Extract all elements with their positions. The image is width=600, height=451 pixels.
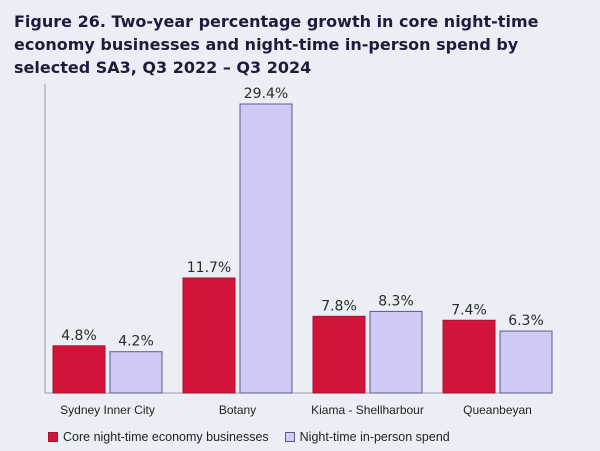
- bar-night-time-in-person-spend-botany: [239, 103, 293, 394]
- bar-core-night-time-economy-businesses-kiama-shellharbour: [312, 315, 366, 394]
- legend: Core night-time economy businesses Night…: [48, 429, 450, 445]
- legend-swatch-in-person-spend: [284, 432, 295, 442]
- bars-group: [52, 103, 553, 394]
- value-label-night-time-in-person-spend-queanbeyan: 6.3%: [508, 313, 544, 329]
- bar-night-time-in-person-spend-sydney-inner-city: [109, 351, 163, 394]
- value-label-night-time-in-person-spend-kiama-shellharbour: 8.3%: [378, 293, 414, 309]
- legend-item-in-person-spend: Night-time in-person spend: [284, 430, 450, 444]
- value-label-core-night-time-economy-businesses-botany: 11.7%: [187, 260, 231, 276]
- legend-label-core-businesses: Core night-time economy businesses: [63, 430, 269, 444]
- bar-night-time-in-person-spend-queanbeyan: [499, 330, 553, 394]
- chart-title: Figure 26. Two-year percentage growth in…: [14, 12, 539, 77]
- value-labels-group: 4.8% 4.2% 11.7% 29.4% 7.8% 8.3% 7.4% 6.3%: [61, 86, 544, 350]
- legend-label-in-person-spend: Night-time in-person spend: [299, 430, 450, 444]
- bar-core-night-time-economy-businesses-sydney-inner-city: [52, 345, 106, 394]
- legend-item-core-businesses: Core night-time economy businesses: [48, 430, 269, 444]
- bar-core-night-time-economy-businesses-queanbeyan: [442, 319, 496, 394]
- value-label-night-time-in-person-spend-botany: 29.4%: [244, 86, 288, 102]
- tick-labels-group: Sydney Inner City Botany Kiama - Shellharb…: [60, 403, 532, 417]
- bar-core-night-time-economy-businesses-botany: [182, 277, 236, 394]
- x-tick-label-kiama-shellharbour: Kiama - Shellharbour: [311, 403, 424, 417]
- value-label-core-night-time-economy-businesses-queanbeyan: 7.4%: [451, 302, 487, 318]
- value-label-core-night-time-economy-businesses-kiama-shellharbour: 7.8%: [321, 298, 357, 314]
- x-tick-label-queanbeyan: Queanbeyan: [463, 403, 532, 417]
- bar-night-time-in-person-spend-kiama-shellharbour: [369, 310, 423, 394]
- x-tick-label-sydney-inner-city: Sydney Inner City: [60, 403, 155, 417]
- x-tick-label-botany: Botany: [219, 403, 256, 417]
- legend-swatch-core-businesses: [48, 432, 58, 442]
- value-label-core-night-time-economy-businesses-sydney-inner-city: 4.8%: [61, 328, 97, 344]
- value-label-night-time-in-person-spend-sydney-inner-city: 4.2%: [118, 334, 154, 350]
